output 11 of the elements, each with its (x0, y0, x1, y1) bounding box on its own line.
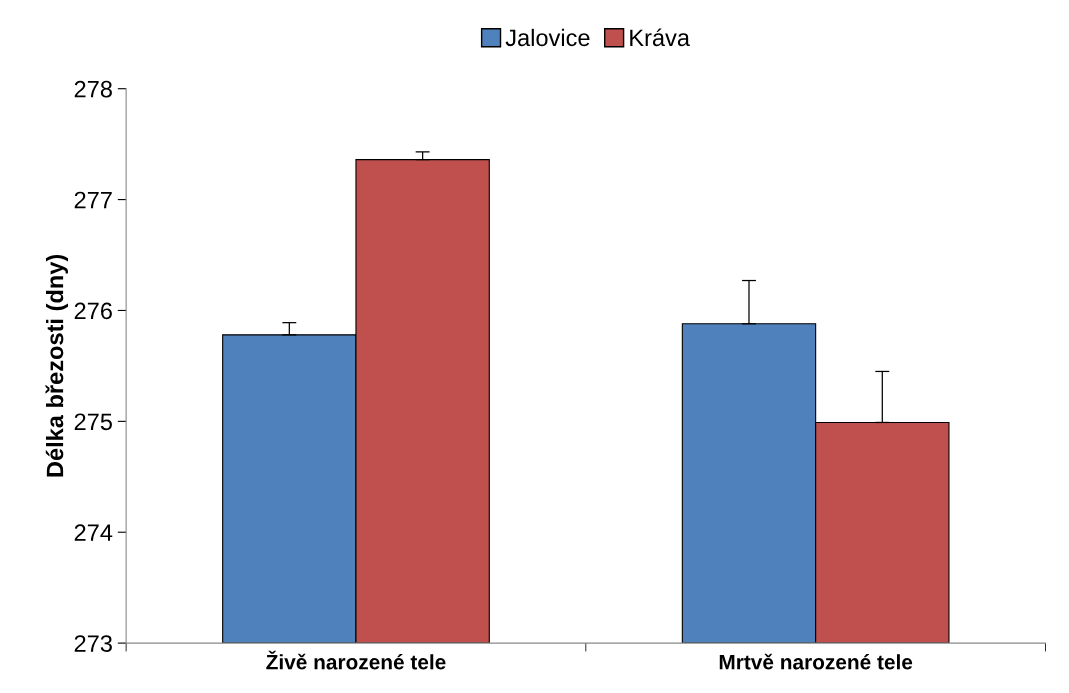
legend-label: Jalovice (505, 28, 590, 47)
y-tick-label: 276 (74, 302, 112, 320)
x-tick-label: Živě narozené tele (266, 650, 446, 670)
x-tick-label: Mrtvě narozené tele (719, 653, 913, 670)
y-axis-title: Délka březosti (dny) (45, 254, 68, 477)
y-tick-label: 277 (74, 191, 112, 209)
y-tick-label: 273 (74, 635, 112, 652)
y-tick-label: 274 (74, 524, 113, 541)
legend-label: Kráva (630, 28, 690, 47)
y-tick-label: 278 (74, 80, 112, 98)
y-tick-label: 275 (74, 413, 112, 431)
